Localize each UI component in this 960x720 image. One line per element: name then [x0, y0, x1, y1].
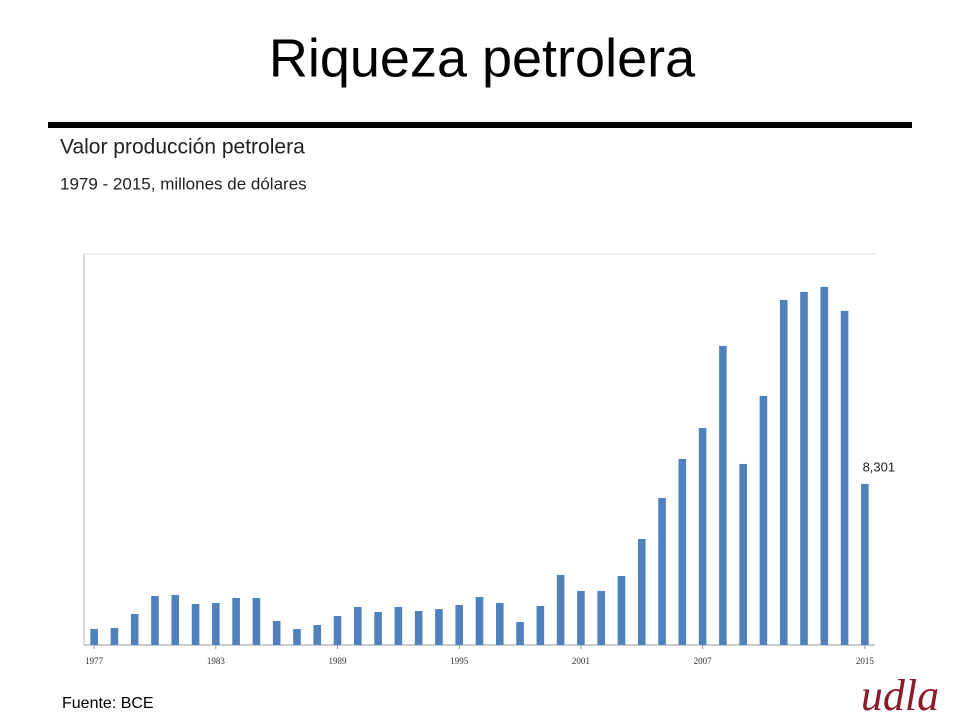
chart-subtitle: 1979 - 2015, millones de dólares — [60, 174, 307, 193]
bar — [516, 621, 524, 645]
x-tick-label: 2001 — [572, 656, 590, 666]
bar — [435, 608, 443, 645]
source: Fuente: BCE — [62, 695, 154, 712]
bar — [414, 610, 423, 645]
bar — [374, 612, 382, 645]
bar — [617, 575, 626, 645]
bar — [394, 606, 403, 645]
bar — [252, 597, 261, 645]
bar — [455, 604, 464, 645]
bar — [739, 463, 747, 645]
bar — [232, 597, 240, 645]
bar — [577, 590, 585, 645]
bar — [171, 594, 180, 645]
bar — [840, 310, 849, 645]
bar — [212, 602, 220, 645]
bar — [110, 627, 119, 645]
bar — [354, 606, 362, 645]
bar — [759, 395, 768, 645]
bar — [698, 427, 707, 645]
x-tick-label: 1989 — [329, 656, 348, 666]
bar — [800, 291, 808, 645]
bar — [191, 603, 200, 645]
x-tick-label: 2007 — [694, 656, 713, 666]
bar — [658, 497, 666, 645]
bar — [90, 628, 98, 645]
x-tick-label: 1977 — [85, 656, 104, 666]
bar — [130, 613, 139, 645]
x-tick-label: 2015 — [856, 656, 875, 666]
bar — [293, 628, 301, 645]
bar — [719, 345, 727, 645]
bar — [536, 605, 545, 645]
x-tick-label: 1995 — [450, 656, 469, 666]
title-rule — [48, 122, 912, 128]
bar — [678, 458, 687, 645]
logo: udla — [861, 671, 939, 720]
slide-title: Riqueza petrolera — [269, 28, 696, 88]
chart-title: Valor producción petrolera — [60, 136, 305, 159]
bar — [333, 615, 342, 645]
bar — [861, 483, 869, 645]
bar — [779, 299, 788, 645]
x-tick-label: 1983 — [207, 656, 226, 666]
bar — [495, 602, 504, 645]
bar — [313, 624, 322, 645]
bar — [556, 574, 565, 645]
bar — [272, 621, 281, 645]
bar — [820, 286, 829, 645]
bar — [475, 596, 484, 645]
bar — [637, 538, 646, 645]
value-label: 8,301 — [863, 459, 896, 474]
bar — [597, 590, 605, 645]
bar — [151, 595, 159, 645]
